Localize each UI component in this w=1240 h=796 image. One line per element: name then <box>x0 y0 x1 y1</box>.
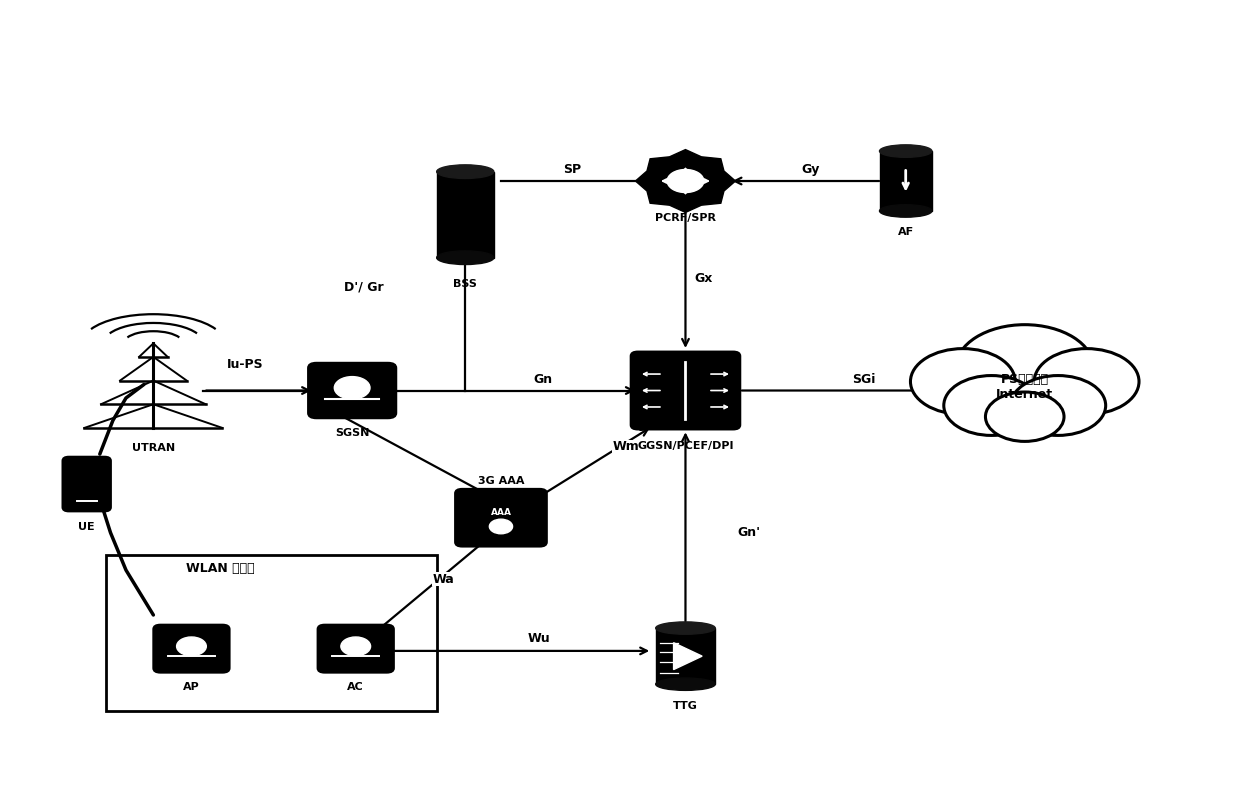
Ellipse shape <box>436 165 494 178</box>
Polygon shape <box>635 150 735 213</box>
Text: AP: AP <box>184 681 200 692</box>
Circle shape <box>341 637 371 656</box>
Text: PS业务平台
Internet: PS业务平台 Internet <box>996 373 1053 400</box>
Polygon shape <box>673 642 702 669</box>
Circle shape <box>176 637 206 656</box>
Ellipse shape <box>656 622 715 634</box>
Text: Gn: Gn <box>533 373 552 386</box>
Text: Wm: Wm <box>613 440 640 453</box>
Ellipse shape <box>656 678 715 690</box>
Text: SP: SP <box>563 163 582 176</box>
FancyBboxPatch shape <box>631 352 740 429</box>
Ellipse shape <box>436 251 494 264</box>
Text: AF: AF <box>898 228 914 237</box>
Text: Gn': Gn' <box>737 526 760 539</box>
Text: Gx: Gx <box>694 271 713 285</box>
Text: AAA: AAA <box>491 509 511 517</box>
Ellipse shape <box>879 145 932 158</box>
Circle shape <box>490 519 512 534</box>
FancyBboxPatch shape <box>455 489 547 547</box>
Text: WLAN 接入网: WLAN 接入网 <box>186 562 254 575</box>
Text: TTG: TTG <box>673 700 698 711</box>
Circle shape <box>667 170 704 193</box>
Text: BSS: BSS <box>454 279 477 289</box>
Bar <box>656 628 715 685</box>
FancyBboxPatch shape <box>154 625 229 673</box>
FancyBboxPatch shape <box>105 555 436 711</box>
Text: UE: UE <box>78 522 95 533</box>
Text: SGi: SGi <box>852 373 875 386</box>
Text: Gy: Gy <box>801 163 820 176</box>
FancyBboxPatch shape <box>317 625 394 673</box>
Text: AC: AC <box>347 681 365 692</box>
Circle shape <box>335 377 370 399</box>
Text: Iu-PS: Iu-PS <box>227 358 263 371</box>
Text: 3G AAA: 3G AAA <box>477 476 525 486</box>
Text: GGSN/PCEF/DPI: GGSN/PCEF/DPI <box>637 442 734 451</box>
Text: Wa: Wa <box>433 572 455 586</box>
Text: Wu: Wu <box>528 633 551 646</box>
FancyBboxPatch shape <box>308 363 397 418</box>
Bar <box>879 151 932 211</box>
FancyBboxPatch shape <box>63 457 110 511</box>
Text: SGSN: SGSN <box>335 428 370 438</box>
Ellipse shape <box>879 205 932 217</box>
Text: UTRAN: UTRAN <box>131 443 175 453</box>
Text: PCRF/SPR: PCRF/SPR <box>655 213 715 224</box>
Text: D'/ Gr: D'/ Gr <box>345 281 384 294</box>
Bar <box>436 172 494 258</box>
